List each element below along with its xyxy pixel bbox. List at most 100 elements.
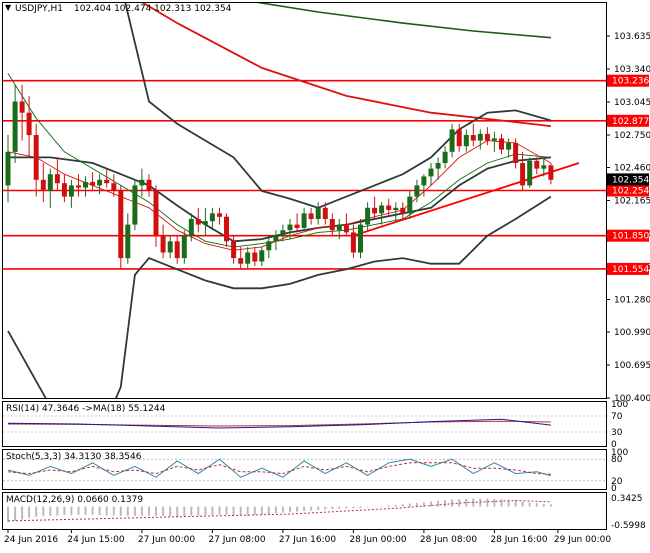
candle-body-43: [308, 213, 314, 219]
axis-labels-group: 103.635 103.340 103.045 102.750 102.460 102.1…: [4, 32, 650, 545]
macd-panel-frame: [2, 492, 607, 530]
ohlc-label: 102.404 102.474 102.313 102.354: [74, 4, 232, 14]
candle-body-52: [372, 207, 378, 214]
candle-body-5: [40, 179, 46, 191]
candle-body-75: [534, 160, 540, 169]
rsi-ma-line: [7, 420, 551, 427]
candle-body-34: [245, 252, 251, 264]
y-tick-label-2: 103.045: [614, 98, 650, 108]
macd-tick-label-1: -0.5998: [611, 521, 646, 531]
candle-body-41: [294, 224, 300, 228]
stoch-main-line: [7, 458, 552, 478]
y-tick-label-3: 102.750: [614, 131, 650, 141]
candle-body-67: [477, 133, 483, 141]
candle-body-8: [61, 183, 67, 197]
level-tag-label-3: 101.850: [612, 232, 649, 242]
candle-body-35: [252, 252, 258, 262]
y-tick-label-0: 103.635: [614, 32, 650, 42]
candle-body-2: [19, 101, 25, 113]
bollinger-middle-line: [8, 156, 551, 243]
candle-body-54: [386, 205, 392, 210]
candle-body-10: [76, 185, 81, 188]
candle-body-40: [287, 224, 293, 231]
candle-body-66: [470, 135, 476, 141]
candle-body-50: [358, 224, 363, 253]
candle-body-11: [83, 182, 88, 188]
x-tick-label-1: 24 Jun 15:00: [67, 535, 124, 545]
candle-body-28: [202, 221, 208, 225]
y-tick-label-5: 102.165: [614, 197, 650, 207]
candle-body-72: [513, 142, 519, 163]
dropdown-arrow-icon[interactable]: ▼: [5, 3, 12, 12]
rsi-panel-frame: [2, 401, 607, 447]
candle-body-62: [442, 151, 448, 163]
x-tick-label-8: 29 Jun 00:00: [554, 535, 611, 545]
x-tick-label-2: 27 Jun 00:00: [138, 535, 195, 545]
level-tag-bg-2: [607, 184, 649, 197]
candle-body-3: [26, 112, 32, 136]
bollinger-lower-line: [7, 195, 552, 398]
stoch-tick-label-2: 20: [611, 477, 623, 487]
candle-body-64: [456, 129, 462, 147]
candle-body-26: [188, 219, 194, 236]
candle-body-9: [68, 185, 74, 197]
candle-body-37: [266, 241, 272, 251]
candle-body-57: [407, 196, 413, 214]
stoch-tick-label-0: 100: [611, 448, 628, 458]
macd-plot-group: [7, 498, 552, 522]
level-tag-label-1: 102.877: [612, 117, 649, 127]
stoch-panel-frame: [2, 449, 607, 490]
candle-body-71: [506, 142, 512, 150]
y-tick-label-1: 103.340: [614, 65, 650, 75]
candle-body-15: [111, 183, 117, 191]
candle-body-24: [174, 241, 180, 259]
candle-body-49: [350, 232, 356, 253]
x-tick-label-0: 24 Jun 2016: [4, 535, 58, 545]
x-tick-label-7: 28 Jun 16:00: [490, 535, 547, 545]
candle-body-69: [491, 138, 497, 141]
main-clipped-content: [3, 3, 606, 398]
y-tick-label-4: 102.460: [614, 164, 650, 174]
candle-body-27: [195, 219, 201, 225]
candle-body-17: [125, 224, 131, 259]
rsi-label: RSI(14) 47.3646 ->MA(18) 55.1244: [6, 404, 166, 414]
candle-body-55: [393, 207, 399, 210]
candle-body-31: [224, 216, 229, 242]
level-tag-bg-1: [607, 114, 649, 127]
candle-body-70: [499, 138, 504, 150]
candle-body-19: [139, 179, 145, 186]
rsi-tick-label-2: 30: [611, 428, 623, 438]
current-price-tag-label: 102.354: [612, 175, 649, 185]
main-panel-frame: [2, 2, 607, 399]
candle-body-42: [301, 213, 307, 228]
candle-body-58: [414, 185, 420, 197]
x-tick-label-3: 27 Jun 08:00: [208, 535, 265, 545]
candle-body-68: [484, 133, 490, 141]
candle-body-14: [104, 179, 110, 184]
candle-body-7: [54, 174, 60, 184]
level-tag-bg-4: [607, 262, 649, 275]
candle-body-22: [160, 235, 166, 253]
candle-body-53: [379, 205, 385, 214]
candle-body-18: [132, 185, 138, 225]
candle-body-25: [181, 235, 187, 259]
ma-green-thin-line: [7, 73, 551, 248]
ma-red-slow-line: [141, 3, 552, 127]
ma-darkgreen-line: [256, 3, 551, 39]
stoch-tick-label-3: 0: [611, 484, 617, 494]
candle-body-1: [12, 101, 18, 152]
level-tag-label-4: 101.554: [612, 265, 649, 275]
candle-body-44: [315, 207, 321, 219]
rsi-plot-group: [3, 415, 606, 433]
level-tag-bg-3: [607, 229, 649, 242]
candle-body-6: [47, 174, 53, 191]
candle-body-30: [217, 213, 222, 217]
candle-body-63: [449, 129, 455, 152]
x-tick-label-5: 28 Jun 00:00: [349, 535, 406, 545]
candle-body-65: [463, 135, 469, 147]
macd-label: MACD(12,26,9) 0.0660 0.1379: [6, 495, 144, 505]
candle-body-12: [90, 182, 96, 186]
level-tag-bg-0: [607, 74, 649, 87]
